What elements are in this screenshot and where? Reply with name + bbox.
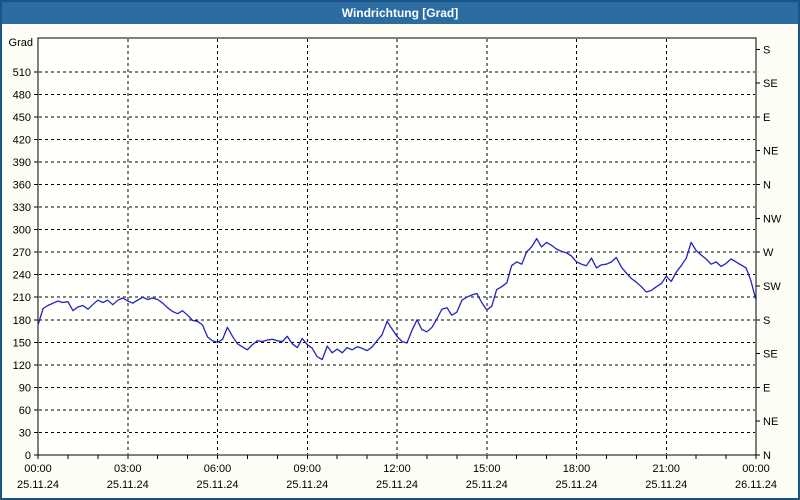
- compass-tick-label: N: [763, 450, 771, 462]
- y-axis-right-labels: S SE E NE N NW W SW S SE E NE N: [756, 44, 782, 462]
- y-tick-label-deg: 120: [13, 360, 31, 372]
- window-title: Windrichtung [Grad]: [341, 6, 459, 20]
- x-axis-labels: 00:00 25.11.24 03:00 25.11.24 06:00 25.11.24 0…: [17, 463, 777, 491]
- y-tick-label-deg: 210: [13, 292, 31, 304]
- x-tick-date-label: 25.11.24: [645, 479, 687, 491]
- compass-tick-label: N: [763, 180, 771, 192]
- x-tick-date-label: 25.11.24: [17, 479, 59, 491]
- compass-tick-label: NE: [763, 146, 778, 158]
- y-tick-label-deg: 390: [13, 157, 31, 169]
- y-tick-label-deg: 240: [13, 270, 31, 282]
- y-tick-label-deg: 30: [19, 427, 31, 439]
- x-tick-time-label: 03:00: [114, 463, 142, 475]
- y-tick-label-deg: 480: [13, 89, 31, 101]
- x-tick-time-label: 09:00: [293, 463, 321, 475]
- y-tick-label-deg: 180: [13, 315, 31, 327]
- compass-tick-label: SW: [763, 281, 781, 293]
- compass-tick-label: S: [763, 315, 770, 327]
- y-tick-label-deg: 0: [25, 450, 31, 462]
- compass-tick-label: E: [763, 382, 770, 394]
- x-tick-time-label: 21:00: [652, 463, 680, 475]
- x-tick-date-label: 25.11.24: [466, 479, 508, 491]
- compass-tick-label: S: [763, 44, 770, 56]
- compass-tick-label: E: [763, 112, 770, 124]
- y-tick-label-deg: 300: [13, 225, 31, 237]
- x-tick-time-label: 06:00: [204, 463, 232, 475]
- x-tick-date-label: 25.11.24: [555, 479, 597, 491]
- x-tick-time-label: 18:00: [563, 463, 591, 475]
- y-tick-label-deg: 270: [13, 247, 31, 259]
- y-tick-label-deg: 420: [13, 134, 31, 146]
- y-tick-label-deg: 60: [19, 405, 31, 417]
- window-titlebar[interactable]: Windrichtung [Grad]: [2, 2, 798, 24]
- x-tick-time-label: 00:00: [742, 463, 770, 475]
- y-tick-label-deg: 510: [13, 67, 31, 79]
- x-tick-time-label: 15:00: [473, 463, 501, 475]
- y-tick-label-deg: 360: [13, 180, 31, 192]
- y-tick-label-deg: 150: [13, 337, 31, 349]
- compass-tick-label: SE: [763, 78, 778, 90]
- y-tick-label-deg: 90: [19, 382, 31, 394]
- y-axis-left-labels: 0 30 60 90 120 150 180 210 240 270 300 330 360 390 420…: [9, 37, 38, 462]
- x-tick-time-label: 12:00: [383, 463, 411, 475]
- x-tick-date-label: 25.11.24: [376, 479, 418, 491]
- x-tick-date-label: 25.11.24: [196, 479, 238, 491]
- wind-direction-line: [37, 237, 757, 361]
- compass-tick-label: NW: [763, 213, 782, 225]
- y-tick-label-deg: 330: [13, 202, 31, 214]
- x-tick-date-label: 26.11.24: [735, 479, 777, 491]
- x-tick-time-label: 00:00: [24, 463, 52, 475]
- x-axis-ticks: [37, 455, 757, 459]
- x-tick-date-label: 25.11.24: [107, 479, 149, 491]
- x-tick-date-label: 25.11.24: [286, 479, 328, 491]
- y-tick-label-deg: 450: [13, 112, 31, 124]
- wind-direction-chart: 0 30 60 90 120 150 180 210 240 270 300 330 360 390 420…: [2, 24, 798, 498]
- y-axis-unit-label: Grad: [9, 37, 33, 49]
- compass-tick-label: NE: [763, 416, 778, 428]
- compass-tick-label: SE: [763, 349, 778, 361]
- compass-tick-label: W: [763, 247, 774, 259]
- horizontal-gridlines: [39, 71, 755, 433]
